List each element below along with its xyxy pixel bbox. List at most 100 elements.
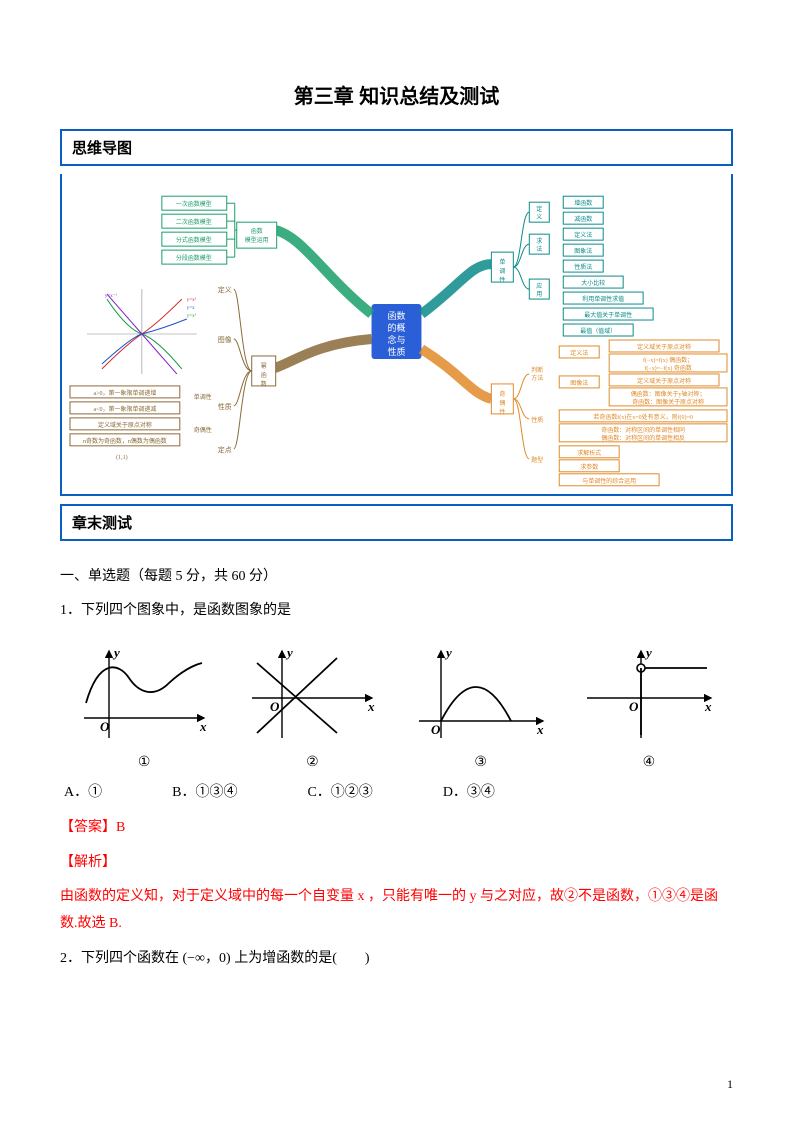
svg-text:利用单调性求值: 利用单调性求值 <box>582 295 624 303</box>
svg-text:定点: 定点 <box>218 445 232 454</box>
svg-text:x: x <box>367 699 375 714</box>
svg-text:图像: 图像 <box>218 335 232 344</box>
svg-text:f(−x)=f(x) 偶函数；: f(−x)=f(x) 偶函数； <box>643 356 693 364</box>
svg-text:函: 函 <box>261 371 267 379</box>
mm-right-bot: 奇偶性 判断方法 性质 题型 定义法 图像法 定义域关于原点对称 f(−x)=f… <box>491 340 727 486</box>
svg-text:x: x <box>704 699 712 714</box>
svg-text:单调性: 单调性 <box>194 393 212 401</box>
svg-text:图像法: 图像法 <box>570 379 588 387</box>
opt-b: B．①③④ <box>172 781 237 801</box>
graph-4: O x y ④ <box>574 643 724 771</box>
svg-text:分式函数模型: 分式函数模型 <box>176 236 212 244</box>
section1-label: 思维导图 <box>72 140 132 157</box>
q1-graphs: O x y ① O x y ② O x y ③ <box>60 643 733 771</box>
svg-text:性: 性 <box>499 276 505 284</box>
svg-text:偶: 偶 <box>499 399 505 407</box>
mm-left-mid: 幂函数 定义 图像 性质 定点 y=x² y=x y=x³ y=x⁻¹ a>0，… <box>70 285 276 461</box>
svg-text:函数: 函数 <box>388 310 406 321</box>
svg-text:用: 用 <box>536 291 542 298</box>
page-number: 1 <box>727 1077 733 1092</box>
section-mindmap-header: 思维导图 <box>60 129 733 166</box>
svg-text:单: 单 <box>499 258 505 266</box>
svg-text:a<0，第一象限单调递减: a<0，第一象限单调递减 <box>93 405 156 413</box>
svg-text:一次函数模型: 一次函数模型 <box>176 200 212 208</box>
svg-text:性质: 性质 <box>218 402 232 411</box>
graph-3: O x y ③ <box>406 643 556 771</box>
svg-text:y=x⁻¹: y=x⁻¹ <box>105 293 117 299</box>
q1-options: A．① B．①③④ C．①②③ D．③④ <box>60 781 733 801</box>
svg-text:定义法: 定义法 <box>570 349 588 357</box>
svg-text:分段函数模型: 分段函数模型 <box>176 254 212 262</box>
svg-text:大小比较: 大小比较 <box>581 279 605 287</box>
svg-text:定: 定 <box>536 205 542 213</box>
svg-text:法: 法 <box>536 245 542 253</box>
svg-text:求解析式: 求解析式 <box>577 449 601 457</box>
q2-stem: 2．下列四个函数在 (−∞，0) 上为增函数的是( ) <box>60 945 733 973</box>
svg-text:y: y <box>644 645 652 660</box>
mm-right-top: 单调性 定义 求法 应用 增函数 减函数 定义法 图象法 性质法 大小比较 利用… <box>491 196 653 336</box>
svg-text:与单调性的综合运用: 与单调性的综合运用 <box>582 477 636 485</box>
svg-text:定义域关于原点对称: 定义域关于原点对称 <box>98 421 152 429</box>
svg-text:题型: 题型 <box>531 456 543 464</box>
svg-text:函数: 函数 <box>251 227 263 235</box>
svg-text:念与: 念与 <box>388 334 406 345</box>
svg-text:偶函数：图像关于y轴对称；: 偶函数：图像关于y轴对称； <box>631 390 706 398</box>
svg-text:O: O <box>431 722 441 737</box>
svg-text:x: x <box>199 719 207 734</box>
svg-text:a>0，第一象限单调递增: a>0，第一象限单调递增 <box>93 389 156 397</box>
svg-text:求参数: 求参数 <box>580 463 598 471</box>
svg-text:性: 性 <box>499 408 505 416</box>
graph-1: O x y ① <box>69 643 219 771</box>
mindmap-container: 函数 的概 念与 性质 一次函数模型 二次函数模型 分式函数模型 分段函数模型 … <box>60 174 733 496</box>
svg-text:偶函数：对称区间的单调性相反: 偶函数：对称区间的单调性相反 <box>601 434 685 442</box>
mindmap-svg: 函数 的概 念与 性质 一次函数模型 二次函数模型 分式函数模型 分段函数模型 … <box>62 174 731 494</box>
opt-a: A．① <box>64 781 102 801</box>
page-title: 第三章 知识总结及测试 <box>60 80 733 109</box>
q1-analysis-label: 【解析】 <box>60 850 733 877</box>
svg-text:的概: 的概 <box>388 322 406 333</box>
svg-text:最大值关于单调性: 最大值关于单调性 <box>584 311 632 319</box>
svg-text:奇函数：图像关于原点对称: 奇函数：图像关于原点对称 <box>632 398 704 406</box>
q1-analysis-text: 由函数的定义知，对于定义域中的每一个自变量 x ，只能有唯一的 y 与之对应，故… <box>60 884 733 937</box>
svg-text:数: 数 <box>261 380 267 388</box>
svg-text:n奇数为奇函数，n偶数为偶函数: n奇数为奇函数，n偶数为偶函数 <box>83 437 167 445</box>
svg-text:调: 调 <box>499 267 505 275</box>
svg-text:y: y <box>444 645 452 660</box>
q1-answer-label: 【答案】B <box>60 815 733 842</box>
svg-text:模型运用: 模型运用 <box>245 236 269 244</box>
svg-text:O: O <box>629 699 639 714</box>
svg-text:y: y <box>285 645 293 660</box>
q1-stem: 1．下列四个图象中，是函数图象的是 <box>60 597 733 625</box>
svg-text:求: 求 <box>536 237 542 245</box>
svg-text:定义域关于原点对称: 定义域关于原点对称 <box>637 343 691 351</box>
svg-text:二次函数模型: 二次函数模型 <box>176 218 212 226</box>
svg-text:幂: 幂 <box>261 363 267 370</box>
svg-text:(1,1): (1,1) <box>116 454 127 461</box>
svg-text:y=x²: y=x² <box>187 297 197 303</box>
graph3-label: ③ <box>406 754 556 771</box>
section-test-header: 章末测试 <box>60 504 733 541</box>
mm-left-top: 一次函数模型 二次函数模型 分式函数模型 分段函数模型 函数模型运用 <box>162 196 277 264</box>
svg-text:奇函数：对称区间的单调性相同: 奇函数：对称区间的单调性相同 <box>601 426 685 434</box>
graph1-label: ① <box>69 754 219 771</box>
opt-d: D．③④ <box>443 781 495 801</box>
svg-text:增函数: 增函数 <box>574 199 592 207</box>
graph4-label: ④ <box>574 754 724 771</box>
svg-text:y=x: y=x <box>187 306 195 311</box>
svg-text:若奇函数f(x)在x=0处有意义，则f(0)=0: 若奇函数f(x)在x=0处有意义，则f(0)=0 <box>593 413 693 421</box>
svg-text:定义法: 定义法 <box>574 231 592 239</box>
svg-text:x: x <box>536 722 544 737</box>
svg-text:判断: 判断 <box>531 366 543 374</box>
svg-text:性质法: 性质法 <box>574 263 592 271</box>
graph-2: O x y ② <box>237 643 387 771</box>
svg-text:性质: 性质 <box>531 416 543 424</box>
opt-c: C．①②③ <box>307 781 372 801</box>
svg-text:定义域关于原点对称: 定义域关于原点对称 <box>637 377 691 385</box>
svg-text:O: O <box>100 719 110 734</box>
q-intro: 一、单选题（每题 5 分，共 60 分） <box>60 563 733 591</box>
svg-text:性质: 性质 <box>388 346 406 357</box>
svg-text:应: 应 <box>536 282 542 290</box>
svg-text:最值（值域）: 最值（值域） <box>580 327 616 335</box>
svg-text:图象法: 图象法 <box>574 247 592 255</box>
graph2-label: ② <box>237 754 387 771</box>
